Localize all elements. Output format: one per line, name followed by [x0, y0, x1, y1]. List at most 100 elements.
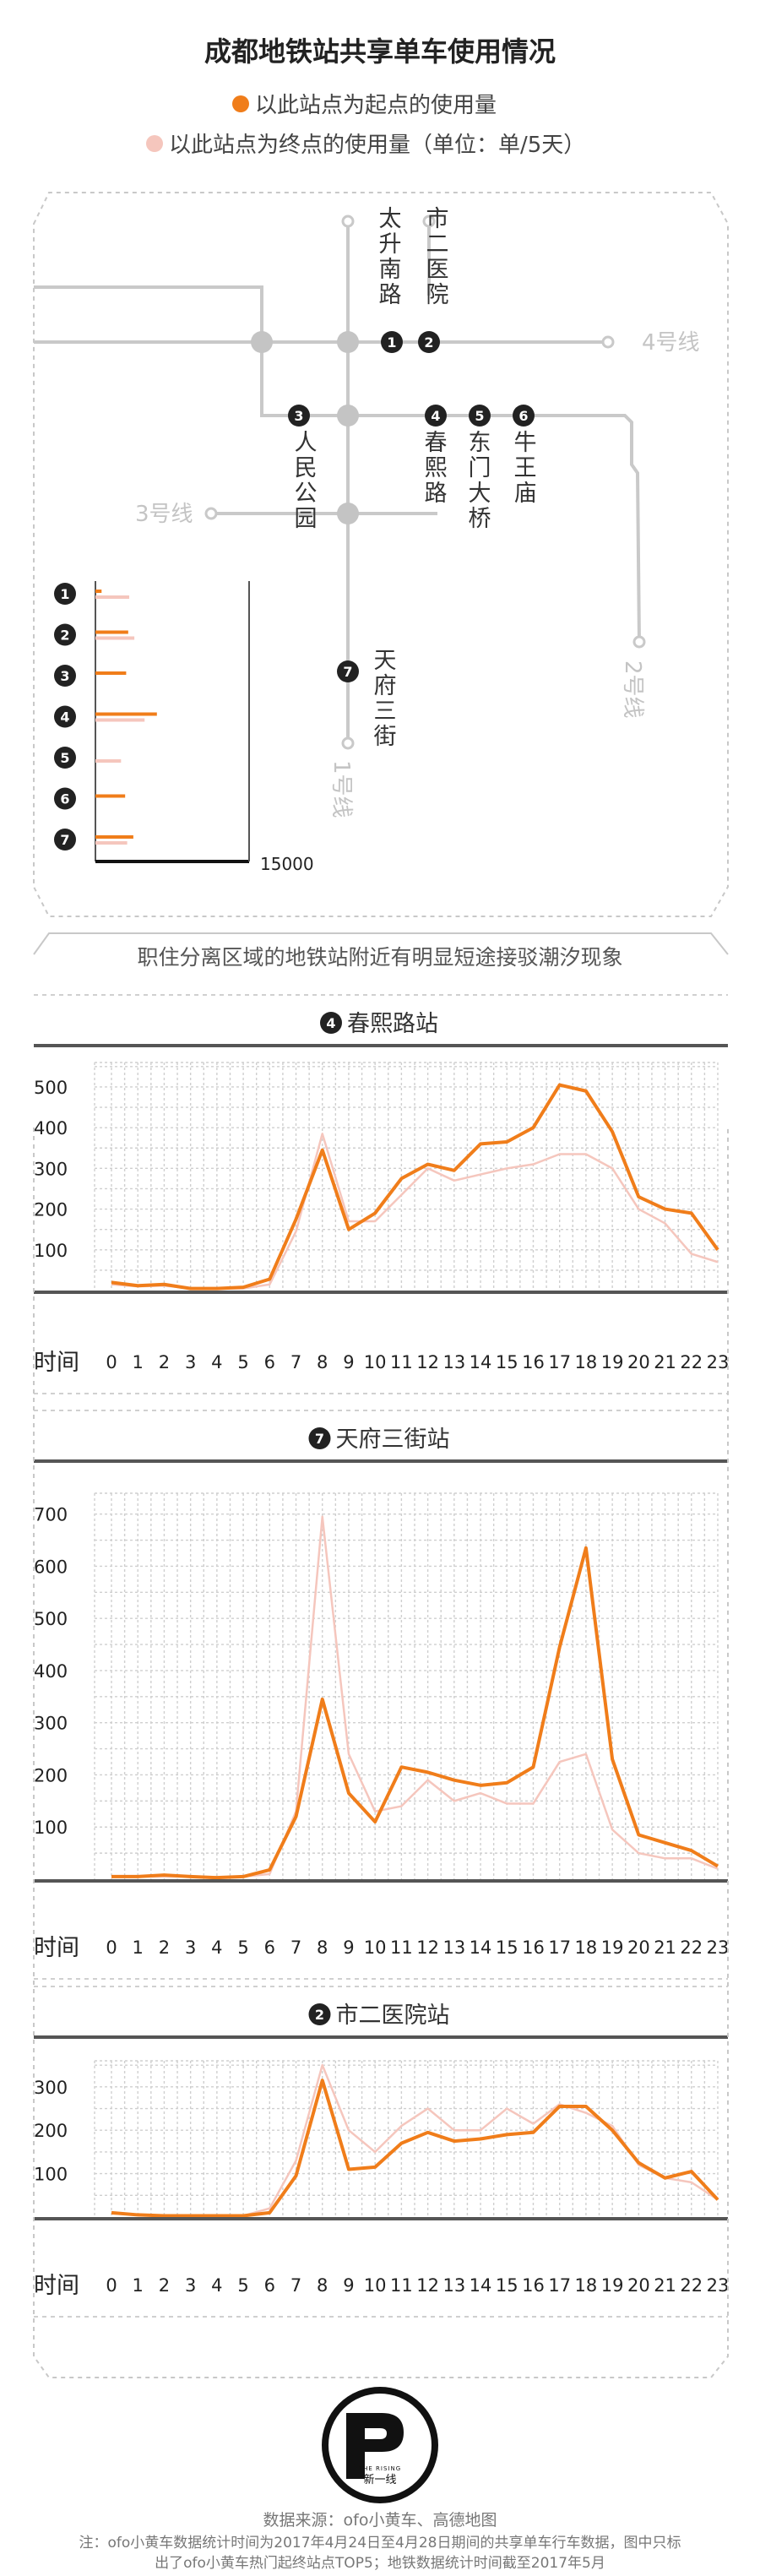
y-tick-label: 500 — [34, 1609, 68, 1629]
x-tick-label: 15 — [496, 1352, 518, 1372]
station-name-char: 大 — [469, 481, 491, 507]
y-tick-label: 200 — [34, 1765, 68, 1785]
station-name-char: 东 — [469, 430, 491, 456]
x-tick-label: 15 — [496, 2275, 518, 2296]
station-name-char: 牛 — [514, 430, 537, 456]
chart-title: 市二医院站 — [336, 2003, 450, 2029]
x-tick-label: 5 — [237, 1352, 248, 1372]
x-tick-label: 19 — [601, 2275, 624, 2296]
chart-grid — [94, 2060, 719, 2217]
station-name-char: 街 — [374, 724, 397, 750]
station-marker — [337, 660, 359, 682]
station-number: 4 — [431, 408, 440, 424]
station-marker — [425, 405, 447, 427]
x-tick-label: 20 — [627, 2275, 650, 2296]
station-marker — [418, 331, 440, 353]
station-6: 6 牛王庙 — [513, 405, 537, 507]
x-tick-label: 21 — [654, 1352, 676, 1372]
mini-bar-row-4: 4 — [54, 705, 157, 728]
mini-bar-station-number: 3 — [60, 668, 69, 684]
line-label-3: 3号线 — [135, 502, 193, 527]
station-name-char: 桥 — [469, 506, 491, 532]
x-tick-label: 2 — [159, 1937, 170, 1958]
line-left-spur — [34, 285, 263, 416]
line-2 — [260, 287, 641, 643]
chart-station-marker — [308, 1427, 331, 1449]
station-name-char: 院 — [426, 282, 449, 308]
x-tick-label: 17 — [548, 1937, 571, 1958]
station-name-char: 太 — [379, 206, 402, 232]
station-2: 2 市二医院 — [418, 206, 449, 353]
interchange-node — [251, 331, 273, 353]
x-tick-label: 7 — [290, 2275, 301, 2296]
x-tick-label: 0 — [106, 2275, 117, 2296]
x-tick-label: 0 — [106, 1937, 117, 1958]
x-tick-label: 19 — [601, 1352, 624, 1372]
logo-cn: 新一线 — [363, 2473, 396, 2486]
x-tick-label: 3 — [185, 1937, 196, 1958]
station-4: 4 春熙路 — [425, 405, 448, 507]
mini-bar-row-6: 6 — [54, 787, 126, 810]
x-tick-label: 8 — [317, 2275, 328, 2296]
mini-bar-chart: 15000 1 2 3 4 5 6 7 — [54, 581, 314, 874]
mini-bar-station-marker — [54, 747, 76, 769]
x-tick-label: 6 — [264, 1352, 275, 1372]
x-tick-label: 16 — [522, 1352, 545, 1372]
mini-bar-station-marker — [54, 787, 76, 810]
x-tick-label: 17 — [548, 1352, 571, 1372]
station-name-char: 二 — [426, 231, 449, 258]
x-tick-label: 10 — [364, 1937, 387, 1958]
x-tick-label: 23 — [707, 1937, 730, 1958]
y-tick-label: 300 — [34, 1159, 68, 1179]
logo-en: THE RISING — [358, 2465, 401, 2472]
x-tick-label: 11 — [390, 1352, 413, 1372]
line-terminals — [204, 215, 646, 750]
station-name-char: 公 — [295, 481, 318, 507]
x-axis-label: 时间 — [34, 1935, 79, 1961]
x-tick-label: 21 — [654, 2275, 676, 2296]
station-name-char: 路 — [425, 481, 448, 507]
x-tick-label: 12 — [416, 1352, 439, 1372]
x-tick-label: 4 — [211, 1937, 222, 1958]
station-name-char: 门 — [469, 455, 491, 481]
x-tick-label: 21 — [654, 1937, 676, 1958]
x-tick-label: 3 — [185, 1352, 196, 1372]
legend-start-label: 以此站点为起点的使用量 — [255, 93, 497, 118]
x-tick-label: 10 — [364, 2275, 387, 2296]
x-tick-label: 22 — [680, 1937, 703, 1958]
x-tick-label: 9 — [343, 2275, 354, 2296]
note-line-1: 注：ofo小黄车数据统计时间为2017年4月24日至4月28日期间的共享单车行车… — [79, 2535, 681, 2552]
y-tick-label: 400 — [34, 1118, 68, 1139]
y-tick-label: 100 — [34, 1818, 68, 1838]
station-number: 5 — [475, 408, 484, 424]
y-tick-label: 200 — [34, 1200, 68, 1220]
series-start-line — [111, 1546, 719, 1880]
y-tick-label: 300 — [34, 1714, 68, 1734]
chart-grid — [94, 1062, 719, 1291]
chart-station-number: 2 — [315, 2007, 324, 2023]
chart-station-number: 7 — [315, 1431, 324, 1447]
x-tick-label: 13 — [442, 1937, 465, 1958]
legend-end-swatch — [146, 135, 163, 152]
x-tick-label: 9 — [343, 1937, 354, 1958]
mini-bar-station-number: 4 — [60, 709, 69, 726]
x-tick-label: 13 — [442, 2275, 465, 2296]
mini-bar-station-number: 7 — [60, 832, 69, 848]
mini-bar-station-marker — [54, 829, 76, 851]
station-name-char: 王 — [514, 455, 537, 481]
station-name-char: 医 — [426, 257, 449, 283]
station-name-char: 春 — [425, 430, 448, 456]
x-tick-label: 8 — [317, 1937, 328, 1958]
x-tick-label: 12 — [416, 2275, 439, 2296]
page-title: 成都地铁站共享单车使用情况 — [204, 35, 556, 68]
x-tick-label: 1 — [133, 1352, 144, 1372]
map-frame — [33, 192, 729, 917]
station-name-char: 庙 — [514, 481, 537, 507]
section-subtitle: 职住分离区域的地铁站附近有明显短途接驳潮汐现象 — [137, 945, 622, 970]
data-source: 数据来源：ofo小黄车、高德地图 — [263, 2511, 497, 2530]
